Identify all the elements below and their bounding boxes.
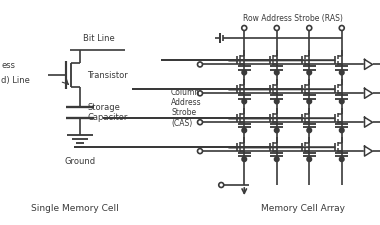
Circle shape (242, 70, 247, 75)
Circle shape (242, 128, 247, 133)
Circle shape (340, 157, 344, 161)
Circle shape (242, 99, 247, 104)
Circle shape (274, 70, 279, 75)
Text: Single Memory Cell: Single Memory Cell (31, 204, 119, 213)
Circle shape (340, 70, 344, 75)
Circle shape (340, 99, 344, 104)
Circle shape (307, 99, 312, 104)
Text: ess: ess (1, 61, 15, 70)
Circle shape (307, 128, 312, 133)
Polygon shape (364, 117, 372, 127)
Text: Transistor: Transistor (87, 70, 128, 79)
Text: Storage
Capacitor: Storage Capacitor (87, 103, 127, 122)
Polygon shape (364, 146, 372, 156)
Circle shape (274, 128, 279, 133)
Circle shape (307, 70, 312, 75)
Text: Bit Line: Bit Line (83, 34, 115, 43)
Text: Row Address Strobe (RAS): Row Address Strobe (RAS) (243, 14, 343, 23)
Text: Memory Cell Array: Memory Cell Array (261, 204, 345, 213)
Circle shape (340, 128, 344, 133)
Text: d) Line: d) Line (1, 76, 30, 85)
Text: Column
Address
Strobe
(CAS): Column Address Strobe (CAS) (171, 88, 202, 128)
Polygon shape (364, 59, 372, 70)
Circle shape (307, 157, 312, 161)
Text: Ground: Ground (65, 157, 95, 166)
Polygon shape (364, 88, 372, 98)
Circle shape (274, 99, 279, 104)
Circle shape (274, 157, 279, 161)
Circle shape (242, 157, 247, 161)
